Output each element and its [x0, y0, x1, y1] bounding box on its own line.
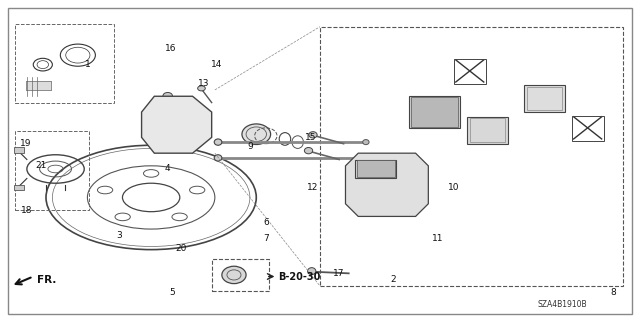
Bar [14, 185, 24, 190]
Text: 5: 5 [170, 288, 175, 297]
Polygon shape [411, 97, 458, 127]
Ellipse shape [309, 132, 317, 138]
Text: 1: 1 [84, 60, 90, 69]
Text: SZA4B1910B: SZA4B1910B [538, 300, 587, 309]
Text: 19: 19 [20, 139, 31, 148]
Ellipse shape [163, 93, 173, 100]
Bar [320, 27, 623, 286]
Bar [454, 59, 486, 84]
Text: 11: 11 [432, 234, 444, 243]
Bar [467, 117, 508, 144]
Polygon shape [346, 153, 428, 216]
Polygon shape [409, 96, 460, 128]
Bar [524, 85, 565, 112]
Ellipse shape [222, 266, 246, 284]
Text: 17: 17 [333, 269, 345, 278]
Text: 4: 4 [164, 165, 170, 174]
Polygon shape [357, 160, 394, 177]
Text: 14: 14 [211, 60, 223, 69]
Text: B-20-30: B-20-30 [278, 271, 321, 281]
Text: 21: 21 [35, 161, 47, 170]
Ellipse shape [308, 268, 316, 275]
Ellipse shape [214, 139, 222, 145]
Ellipse shape [242, 124, 271, 145]
Text: 6: 6 [263, 218, 269, 227]
Bar [527, 87, 562, 110]
Ellipse shape [363, 140, 369, 145]
Bar [14, 147, 24, 152]
Ellipse shape [198, 86, 205, 91]
Ellipse shape [163, 122, 173, 130]
Ellipse shape [214, 155, 222, 161]
Ellipse shape [305, 147, 313, 154]
Text: 3: 3 [116, 231, 122, 240]
Text: 13: 13 [198, 79, 210, 88]
Polygon shape [141, 96, 212, 153]
Text: 9: 9 [247, 142, 253, 151]
Bar [470, 118, 505, 142]
Bar [15, 131, 89, 210]
Text: 12: 12 [307, 183, 318, 192]
Text: 16: 16 [164, 44, 176, 53]
Text: 20: 20 [175, 243, 187, 253]
Bar [572, 116, 604, 141]
Bar [212, 259, 269, 291]
Text: 8: 8 [611, 288, 616, 297]
Text: 18: 18 [21, 206, 33, 215]
Text: 10: 10 [448, 183, 460, 192]
Bar [15, 24, 114, 103]
Polygon shape [355, 160, 396, 178]
Text: FR.: FR. [37, 275, 56, 285]
Text: 7: 7 [263, 234, 269, 243]
Text: 15: 15 [305, 133, 316, 142]
Text: 2: 2 [390, 275, 396, 284]
Ellipse shape [363, 155, 369, 160]
Bar [26, 81, 51, 90]
Bar [26, 81, 51, 90]
